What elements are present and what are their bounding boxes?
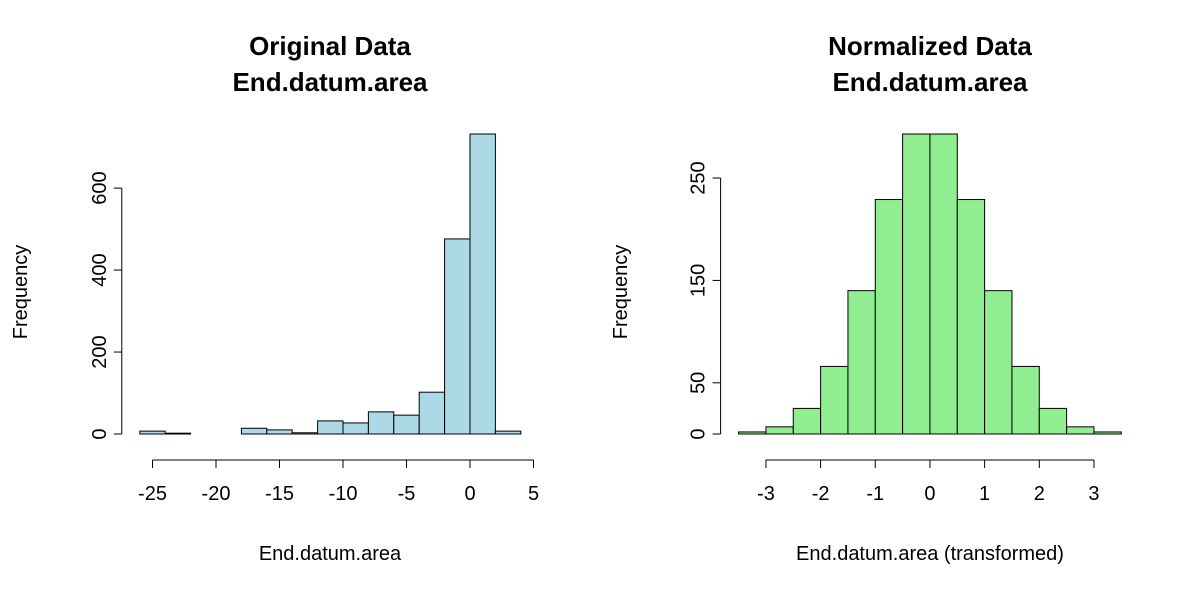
bar [367,411,395,435]
x-tick-label: 0 [464,483,475,505]
chart-subtitle: End.datum.area [232,67,428,97]
y-tick-label: 400 [89,253,111,286]
x-tick-label: -2 [812,483,830,505]
bar [1093,431,1122,435]
x-tick-label: -15 [265,483,294,505]
bar [342,422,369,435]
bar [291,432,319,435]
bar [792,407,822,435]
x-tick-label: -5 [398,483,416,505]
chart-subtitle: End.datum.area [832,67,1028,97]
bar [902,133,931,435]
bar [847,290,876,435]
x-tick-label: -10 [329,483,358,505]
y-tick-label: 0 [89,428,111,439]
x-tick-label: -25 [138,483,167,505]
x-axis-label: End.datum.area (transformed) [796,543,1064,565]
bar [929,133,958,435]
chart-title: Original Data [249,31,411,61]
bar [139,430,166,435]
x-axis-label: End.datum.area [259,543,402,565]
y-tick-label: 150 [688,264,710,297]
x-tick-label: 3 [1088,483,1099,505]
x-tick-label: 1 [979,483,990,505]
y-tick-label: 0 [688,428,710,439]
bar [1066,426,1095,435]
bar [266,429,293,435]
y-tick-label: 50 [688,372,710,394]
bar [418,391,446,435]
bar [240,427,268,435]
x-tick-label: -3 [757,483,775,505]
x-tick-label: -20 [202,483,231,505]
x-tick-label: -1 [866,483,884,505]
bar [956,199,986,435]
bar [820,365,849,435]
bar [984,290,1013,435]
x-tick-label: 0 [924,483,935,505]
bar [393,414,420,435]
bar [1011,365,1040,435]
bar [1038,407,1068,435]
bar [469,133,496,435]
y-tick-label: 200 [89,335,111,368]
bar [494,430,522,435]
bar [444,238,471,435]
bar [874,199,904,435]
bar [317,420,344,435]
y-tick-label: 600 [89,171,111,204]
y-axis-label: Frequency [10,245,32,340]
bar [164,432,192,435]
bar [738,431,767,435]
y-tick-label: 250 [688,161,710,194]
x-tick-label: 2 [1034,483,1045,505]
y-axis-label: Frequency [610,245,632,340]
chart-title: Normalized Data [828,31,1032,61]
bar [765,426,794,435]
x-tick-label: 5 [528,483,539,505]
